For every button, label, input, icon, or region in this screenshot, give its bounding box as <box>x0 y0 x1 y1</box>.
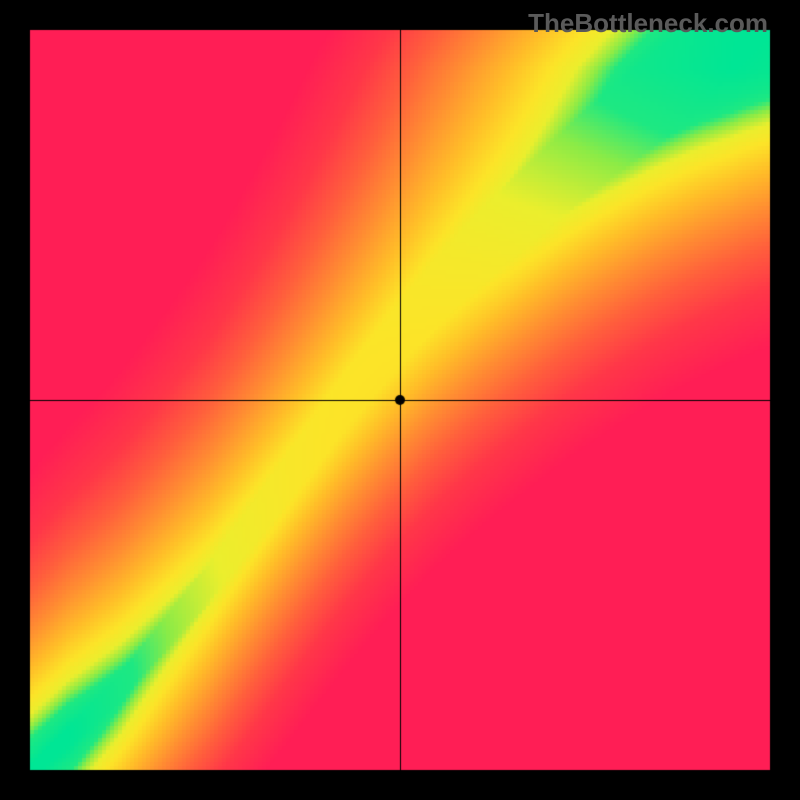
watermark-label: TheBottleneck.com <box>528 8 768 39</box>
bottleneck-heatmap-chart: TheBottleneck.com <box>0 0 800 800</box>
heatmap-canvas <box>0 0 800 800</box>
